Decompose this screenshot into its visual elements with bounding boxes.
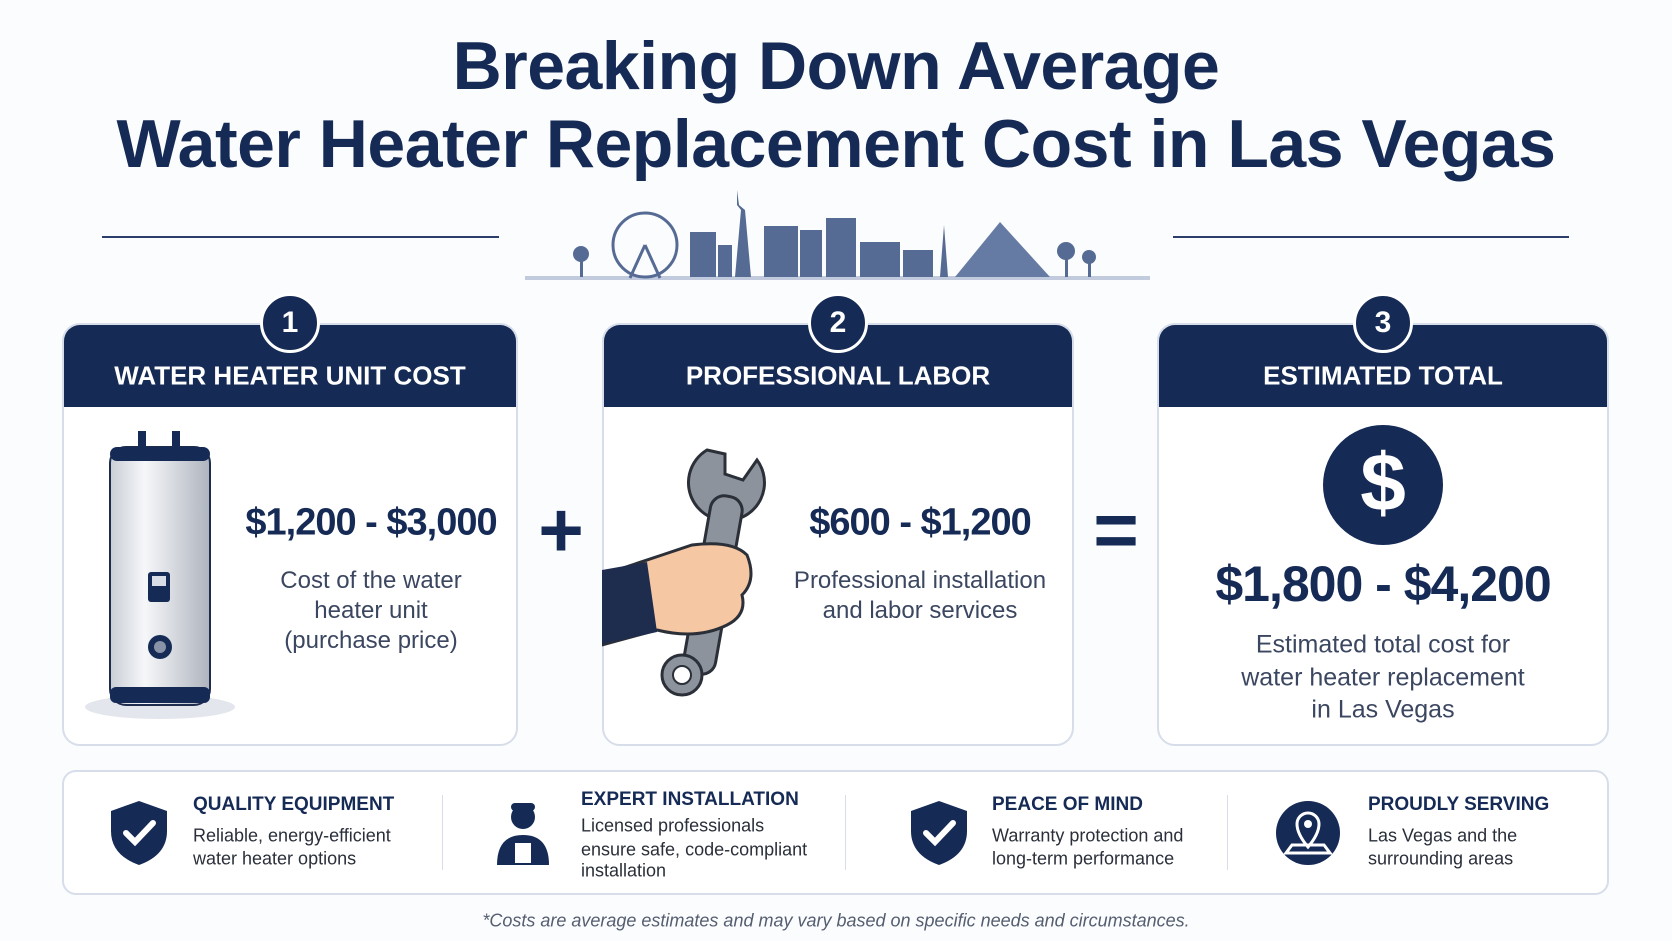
feature-title: PEACE OF MIND xyxy=(992,794,1143,815)
price: $600 - $1,200 xyxy=(809,501,1032,544)
title-line: Water Heater Replacement Cost in Las Veg… xyxy=(116,106,1556,182)
number-badge xyxy=(808,293,868,353)
description-line: heater unit xyxy=(314,597,428,624)
feature-line: Warranty protection and xyxy=(992,825,1184,846)
title-line: Breaking Down Average xyxy=(452,28,1220,104)
feature-line: Reliable, energy-efficient xyxy=(193,825,391,846)
price: $1,800 - $4,200 xyxy=(1215,556,1551,612)
feature-icon xyxy=(111,801,167,865)
card-number: 1 xyxy=(281,306,299,339)
card-title: ESTIMATED TOTAL xyxy=(1263,360,1503,391)
dollar-icon: $ xyxy=(1323,425,1443,545)
divider xyxy=(845,795,846,870)
description-line: in Las Vegas xyxy=(1311,695,1455,724)
card-number: 3 xyxy=(1374,306,1392,339)
feature-title: EXPERT INSTALLATION xyxy=(581,789,799,810)
svg-text:$: $ xyxy=(1360,438,1406,529)
feature-icon xyxy=(1276,801,1340,865)
divider xyxy=(442,795,443,870)
feature-title: QUALITY EQUIPMENT xyxy=(193,794,395,815)
feature-line: Licensed professionals xyxy=(581,815,765,836)
card-title: PROFESSIONAL LABOR xyxy=(685,360,991,391)
skyline xyxy=(525,190,1150,280)
feature-icon xyxy=(911,801,967,865)
feature-line: installation xyxy=(581,860,667,881)
wrench-icon xyxy=(602,448,766,697)
description-line: (purchase price) xyxy=(284,627,458,654)
description-line: and labor services xyxy=(822,597,1018,624)
description-line: water heater replacement xyxy=(1241,663,1525,692)
card-number: 2 xyxy=(829,306,847,339)
feature-line: water heater options xyxy=(193,848,357,869)
number-badge xyxy=(260,293,320,353)
feature-icon xyxy=(497,803,549,865)
feature-line: surrounding areas xyxy=(1368,848,1514,869)
number-badge xyxy=(1353,293,1413,353)
operator: + xyxy=(538,485,584,574)
feature-box xyxy=(62,770,1609,895)
price: $1,200 - $3,000 xyxy=(245,501,497,544)
description-line: Professional installation xyxy=(793,567,1047,594)
operator: = xyxy=(1093,485,1139,574)
footnote: *Costs are average estimates and may var… xyxy=(482,910,1190,931)
divider xyxy=(1227,795,1228,870)
description-line: Cost of the water xyxy=(280,567,462,594)
feature-line: Las Vegas and the xyxy=(1368,825,1518,846)
description-line: Estimated total cost for xyxy=(1255,630,1511,659)
feature-line: ensure safe, code-compliant xyxy=(581,839,808,860)
feature-line: long-term performance xyxy=(992,848,1175,869)
water-heater-icon xyxy=(85,431,235,719)
card-title: WATER HEATER UNIT COST xyxy=(114,360,466,391)
feature-title: PROUDLY SERVING xyxy=(1368,794,1550,815)
